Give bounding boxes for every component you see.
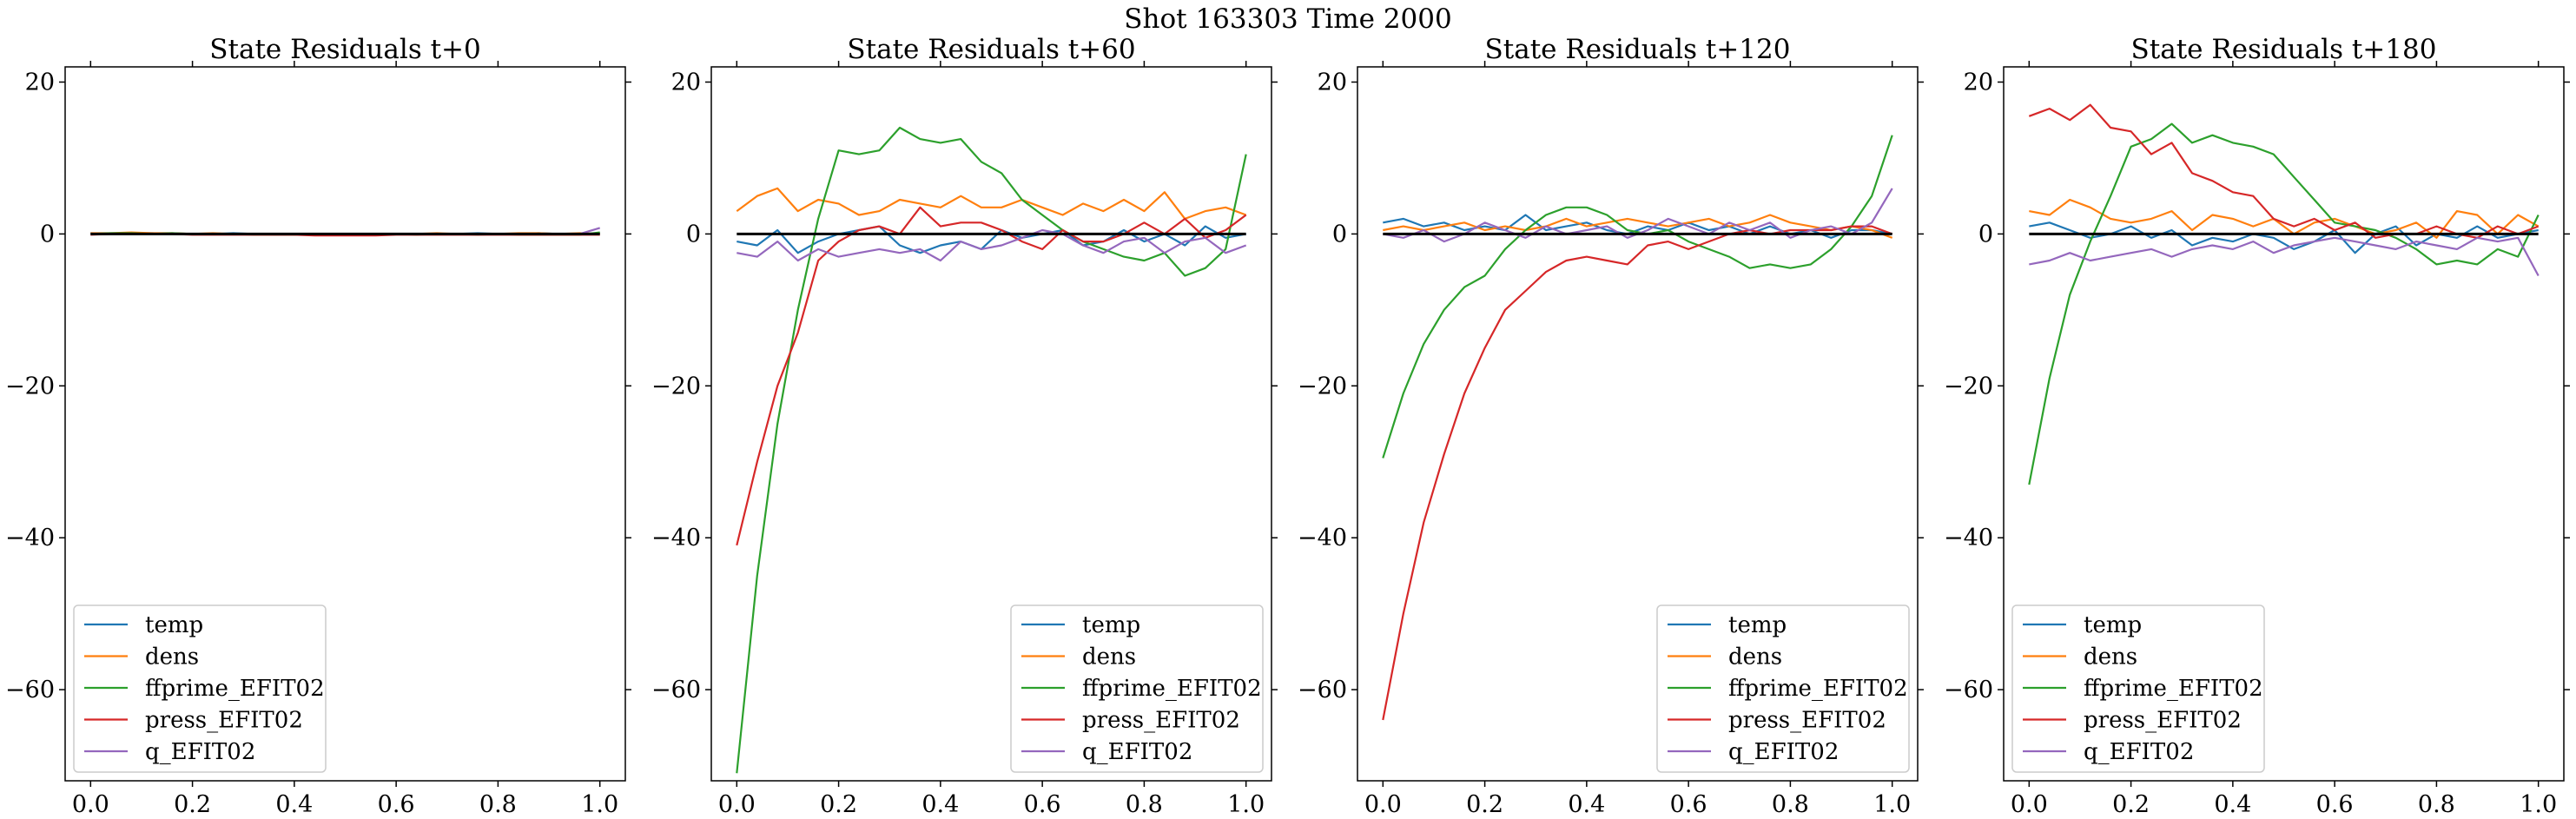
series-line-press_EFIT02: [736, 206, 1247, 546]
y-tick-label: 0: [686, 221, 701, 248]
x-tick-label: 0.0: [2011, 791, 2048, 818]
x-tick-label: 0.2: [2112, 791, 2150, 818]
x-tick-label: 0.8: [1772, 791, 1809, 818]
y-tick-label: 20: [25, 69, 55, 96]
axes-frame: [2003, 66, 2565, 782]
series-line-dens: [1383, 214, 1893, 239]
legend-box: [2011, 604, 2265, 773]
legend-label: press_EFIT02: [1728, 708, 1886, 734]
y-tick-label: −20: [5, 373, 55, 400]
y-tick-label: −20: [651, 373, 701, 400]
y-tick-label: 0: [40, 221, 55, 248]
series-line-ffprime_EFIT02: [1382, 135, 1893, 459]
x-tick-label: 0.6: [1024, 791, 1061, 818]
y-tick-label: 0: [1978, 221, 1993, 248]
y-tick-label: −60: [651, 677, 701, 703]
x-tick-label: 0.6: [2316, 791, 2354, 818]
series-line-press_EFIT02: [2028, 103, 2540, 239]
legend-label: temp: [1082, 612, 1140, 638]
legend-label: dens: [2084, 644, 2137, 670]
legend: temp dens ffprime_EFIT02 press_EFIT02 q_EFIT…: [1656, 604, 1910, 773]
x-tick-label: 0.0: [1364, 791, 1402, 818]
x-tick-label: 1.0: [1227, 791, 1265, 818]
figure-title: Shot 163303 Time 2000: [1124, 3, 1451, 35]
y-tick-label: 20: [671, 69, 701, 96]
panel-3: State Residuals t+120 20 0 −20 −40 −60 0.0 0.2 0…: [1298, 34, 1924, 818]
x-tick-label: 0.8: [479, 791, 517, 818]
panel-title: State Residuals t+180: [2131, 34, 2437, 65]
y-tick-label: −40: [1944, 525, 1993, 552]
series-line-ffprime_EFIT02: [2028, 122, 2540, 485]
series-line-q_EFIT02: [2029, 236, 2540, 277]
legend-box: [1010, 604, 1264, 773]
y-tick-label: −20: [1298, 373, 1347, 400]
legend-label: ffprime_EFIT02: [145, 676, 325, 702]
y-tick-label: −60: [5, 677, 55, 703]
legend-label: press_EFIT02: [2084, 708, 2242, 734]
x-tick-label: 0.0: [718, 791, 756, 818]
legend: temp dens ffprime_EFIT02 press_EFIT02 q_EFIT…: [2011, 604, 2265, 773]
x-tick-label: 1.0: [2520, 791, 2557, 818]
panel-title: State Residuals t+60: [847, 34, 1135, 65]
panel-2: State Residuals t+60 20 0 −20 −40 −60 0.0 0.2 0.…: [651, 34, 1278, 818]
legend-label: q_EFIT02: [1728, 739, 1839, 765]
x-tick-label: 0.6: [378, 791, 415, 818]
legend: temp dens ffprime_EFIT02 press_EFIT02 q_EFIT…: [1010, 604, 1264, 773]
axes-frame: [1357, 66, 1919, 782]
panels: State Residuals t+0 20 0 −20 −40 −60 0.0 0.2 0.4…: [5, 34, 2570, 818]
x-tick-label: 0.6: [1670, 791, 1707, 818]
x-tick-label: 0.2: [1466, 791, 1503, 818]
y-tick-label: 20: [1318, 69, 1347, 96]
legend-label: q_EFIT02: [145, 739, 255, 765]
series-line-q_EFIT02: [736, 228, 1247, 262]
x-tick-label: 0.4: [2214, 791, 2251, 818]
legend-label: dens: [145, 644, 199, 670]
x-tick-label: 1.0: [1873, 791, 1911, 818]
series-line-dens: [2029, 198, 2540, 239]
legend-box: [73, 604, 327, 773]
legend-label: temp: [145, 612, 203, 638]
legend-label: temp: [1728, 612, 1787, 638]
legend: temp dens ffprime_EFIT02 press_EFIT02 q_EFIT…: [73, 604, 327, 773]
y-tick-label: −60: [1298, 677, 1347, 703]
y-tick-label: −40: [651, 525, 701, 552]
y-tick-label: −20: [1944, 373, 1993, 400]
x-tick-label: 0.4: [275, 791, 313, 818]
legend-label: ffprime_EFIT02: [1728, 676, 1908, 702]
series-lines: [2028, 103, 2540, 485]
series-line-dens: [736, 187, 1247, 220]
legend-label: dens: [1082, 644, 1136, 670]
legend-label: ffprime_EFIT02: [1082, 676, 1262, 702]
x-tick-label: 1.0: [581, 791, 618, 818]
legend-label: press_EFIT02: [145, 708, 303, 734]
x-tick-label: 0.8: [2418, 791, 2455, 818]
axes-frame: [710, 66, 1272, 782]
series-line-press_EFIT02: [1382, 225, 1893, 721]
panel-1: State Residuals t+0 20 0 −20 −40 −60 0.0 0.2 0.4…: [5, 34, 631, 818]
x-tick-label: 0.8: [1126, 791, 1163, 818]
legend-label: ffprime_EFIT02: [2084, 676, 2263, 702]
y-tick-label: −40: [1298, 525, 1347, 552]
legend-label: temp: [2084, 612, 2142, 638]
panel-title: State Residuals t+0: [209, 34, 480, 65]
x-tick-label: 0.4: [1568, 791, 1605, 818]
y-tick-label: −40: [5, 525, 55, 552]
series-line-ffprime_EFIT02: [736, 126, 1247, 774]
x-tick-label: 0.4: [921, 791, 959, 818]
legend-box: [1656, 604, 1910, 773]
y-tick-label: 20: [1964, 69, 1993, 96]
legend-label: q_EFIT02: [1082, 739, 1192, 765]
x-tick-label: 0.2: [174, 791, 211, 818]
legend-label: q_EFIT02: [2084, 739, 2194, 765]
legend-label: press_EFIT02: [1082, 708, 1240, 734]
x-tick-label: 0.0: [72, 791, 109, 818]
y-tick-label: −60: [1944, 677, 1993, 703]
axes-frame: [64, 66, 626, 782]
y-tick-label: 0: [1332, 221, 1347, 248]
legend-label: dens: [1728, 644, 1782, 670]
panel-4: State Residuals t+180 20 0 −20 −40 −60 0.0 0.2 0…: [1944, 34, 2570, 818]
panel-title: State Residuals t+120: [1485, 34, 1791, 65]
x-tick-label: 0.2: [820, 791, 857, 818]
